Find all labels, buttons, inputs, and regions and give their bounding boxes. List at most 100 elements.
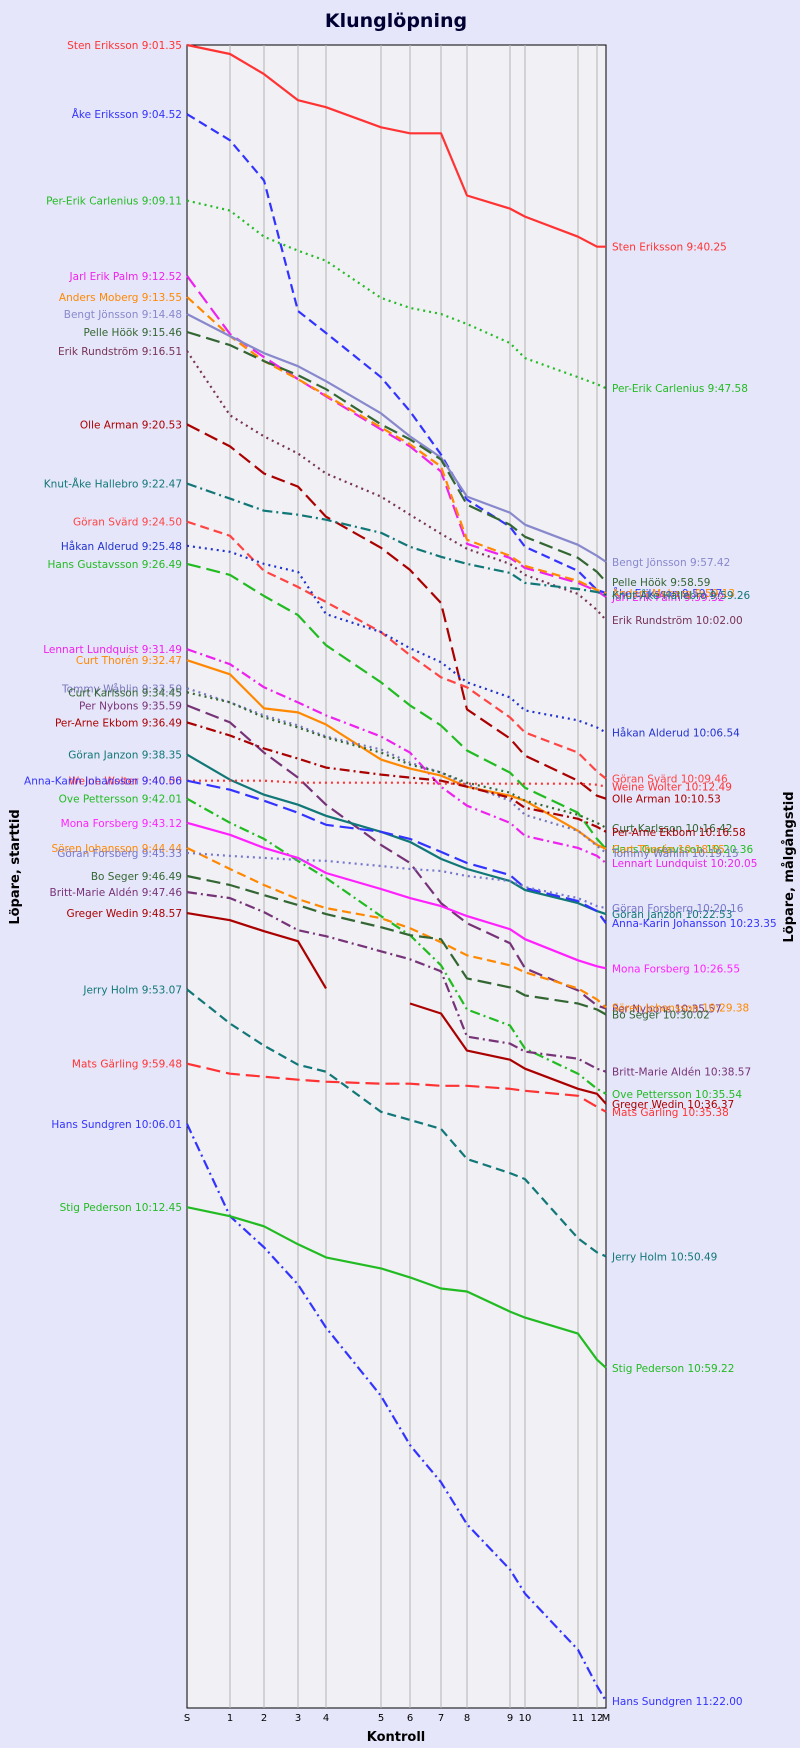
start-label: Knut-Åke Hallebro 9:22.47 <box>44 478 182 491</box>
x-tick-label: S <box>184 1713 190 1724</box>
start-label: Jarl Erik Palm 9:12.52 <box>69 271 182 283</box>
finish-label: Mona Forsberg 10:26.55 <box>612 963 740 975</box>
finish-label: Britt-Marie Aldén 10:38.57 <box>612 1067 751 1079</box>
x-tick-label: 12 <box>591 1713 604 1724</box>
start-label: Mona Forsberg 9:43.12 <box>61 818 182 830</box>
x-tick-label: 8 <box>464 1713 470 1724</box>
finish-label: Jarl Erik Palm 9:59.32 <box>611 592 724 604</box>
start-label: Åke Eriksson 9:04.52 <box>72 108 182 121</box>
series-line <box>186 874 607 1016</box>
y-axis-title-left: Löpare, starttid <box>8 809 23 924</box>
start-label: Anders Moberg 9:13.55 <box>59 292 182 304</box>
series-line <box>186 659 607 850</box>
series-line <box>186 912 607 1105</box>
series-line <box>186 544 607 734</box>
start-label: Greger Wedin 9:48.57 <box>66 908 182 920</box>
finish-label: Sören Johansson 10:29.38 <box>612 1003 749 1015</box>
start-label: Weine Wolter 9:40.00 <box>69 776 182 788</box>
x-tick-label: 7 <box>438 1713 444 1724</box>
finish-label: Bengt Jönsson 9:57.42 <box>612 557 730 569</box>
finish-label: Per Nybons 10:35.57 <box>612 1004 722 1016</box>
series-line <box>186 753 607 916</box>
series-line <box>186 687 607 854</box>
series-line <box>186 846 607 1009</box>
series-line <box>186 821 607 970</box>
series-line <box>186 988 607 1258</box>
start-label: Lennart Lundquist 9:31.49 <box>43 644 182 656</box>
start-label: Curt Thorén 9:32.47 <box>76 655 182 667</box>
x-tick-label: 9 <box>507 1713 513 1724</box>
x-tick-label: 5 <box>378 1713 384 1724</box>
finish-label: Mats Gärling 10:35.38 <box>612 1107 729 1119</box>
series-line <box>186 482 607 597</box>
finish-label: Anders Moberg 9:59.13 <box>612 588 735 600</box>
start-label: Pelle Höök 9:15.46 <box>84 327 183 339</box>
finish-label: Curt Thorén 10:18.55 <box>612 844 725 856</box>
finish-label: Curt Karlsson 10:16.42 <box>612 823 732 835</box>
series-line <box>186 562 607 850</box>
start-label: Hans Gustavsson 9:26.49 <box>48 559 182 571</box>
x-tick-label: 6 <box>407 1713 413 1724</box>
start-label: Göran Janzon 9:38.35 <box>68 750 182 762</box>
series-line <box>186 1206 607 1369</box>
series-line <box>186 721 607 833</box>
series-line <box>186 350 607 621</box>
series-line <box>186 520 607 780</box>
finish-label: Anna-Karin Johansson 10:23.35 <box>612 918 777 930</box>
grid-layer <box>229 45 598 1708</box>
finish-label: Bo Seger 10:30.02 <box>612 1010 710 1022</box>
start-label: Stig Pederson 10:12.45 <box>60 1202 182 1214</box>
x-tick-label: M <box>602 1713 611 1724</box>
start-label: Anna-Karin Johansson 9:40.56 <box>24 776 182 788</box>
x-tick-label: 10 <box>519 1713 532 1724</box>
start-label: Göran Forsberg 9:45.33 <box>57 848 182 860</box>
start-label: Ove Pettersson 9:42.01 <box>59 794 182 806</box>
start-label: Bo Seger 9:46.49 <box>91 871 182 883</box>
series-layer <box>186 43 607 1702</box>
series-line <box>186 779 607 924</box>
finish-label: Göran Janzon 10:22.53 <box>612 909 732 921</box>
finish-label: Pelle Höök 9:58.59 <box>612 577 711 589</box>
start-label: Göran Svärd 9:24.50 <box>73 517 182 529</box>
tick-layer: S 1 2 3 4 5 6 7 8 9 10 11 12M <box>184 1713 611 1724</box>
label-layer: Sten Eriksson 9:01.35 Sten Eriksson 9:40.… <box>24 40 777 1708</box>
series-line <box>186 113 607 595</box>
series-line <box>186 275 607 598</box>
finish-label: Ove Pettersson 10:35.54 <box>612 1089 742 1101</box>
finish-label: Greger Wedin 10:36.37 <box>612 1099 734 1111</box>
finish-label: Stig Pederson 10:59.22 <box>612 1363 734 1375</box>
x-tick-label: 1 <box>227 1713 233 1724</box>
start-label: Tommy Wåhlin 9:33.50 <box>61 682 182 695</box>
series-line <box>186 851 607 910</box>
finish-label: Tommy Wåhlin 10:19.15 <box>611 847 739 860</box>
finish-label: Hans Sundgren 11:22.00 <box>612 1696 743 1708</box>
series-line <box>186 313 607 563</box>
start-label: Britt-Marie Aldén 9:47.46 <box>50 887 183 899</box>
start-label: Per Nybons 9:35.59 <box>79 700 182 712</box>
x-axis-title: Kontroll <box>367 1730 426 1745</box>
finish-label: Håkan Alderud 10:06.54 <box>612 727 740 740</box>
start-label: Håkan Alderud 9:25.48 <box>61 540 182 553</box>
finish-label: Jerry Holm 10:50.49 <box>611 1251 717 1263</box>
series-line <box>186 1123 607 1702</box>
x-tick-label: 3 <box>295 1713 301 1724</box>
start-label: Curt Karlsson 9:34.45 <box>68 687 182 699</box>
y-axis-title-right: Löpare, målgångstid <box>782 791 797 942</box>
start-label: Olle Arman 9:20.53 <box>80 419 182 431</box>
finish-label: Olle Arman 10:10.53 <box>612 794 721 806</box>
x-tick-label: 2 <box>261 1713 267 1724</box>
x-tick-label: 11 <box>572 1713 585 1724</box>
series-line <box>186 423 607 800</box>
start-label: Sten Eriksson 9:01.35 <box>67 40 182 52</box>
series-line <box>186 648 607 864</box>
start-label: Sören Johansson 9:44.44 <box>51 843 182 855</box>
finish-label: Hans Gustavsson 10:20.36 <box>612 844 753 856</box>
finish-label: Erik Rundström 10:02.00 <box>612 615 743 627</box>
start-label: Jerry Holm 9:53.07 <box>82 984 182 996</box>
finish-label: Weine Wolter 10:12.49 <box>612 782 732 794</box>
finish-label: Per-Arne Ekbom 10:16.58 <box>612 827 746 839</box>
finish-label: Göran Forsberg 10:20.16 <box>612 903 744 915</box>
finish-label: Per-Erik Carlenius 9:47.58 <box>612 383 748 395</box>
start-label: Per-Erik Carlenius 9:09.11 <box>46 196 182 208</box>
